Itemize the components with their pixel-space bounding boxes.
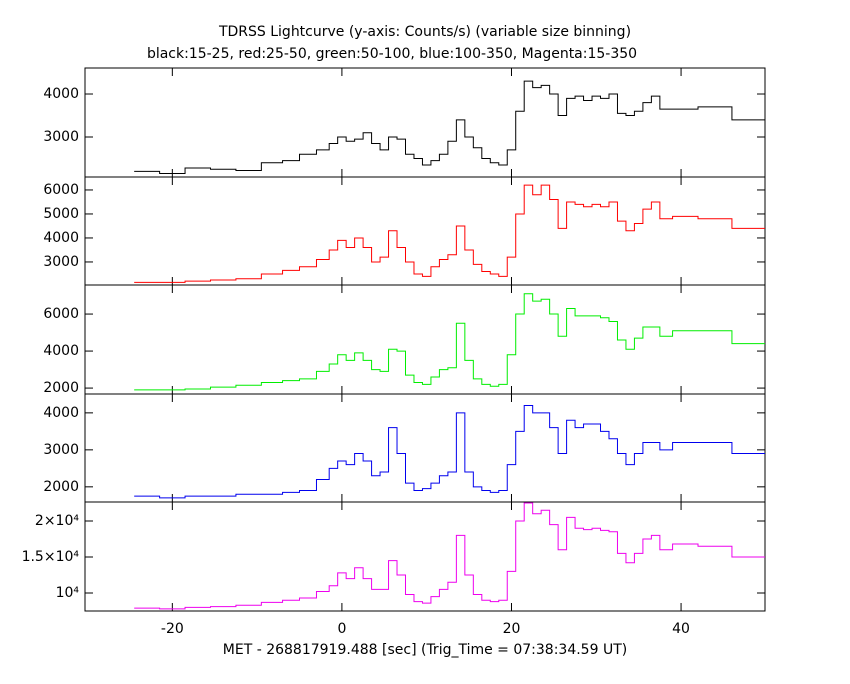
y-tick-label: 4000	[43, 86, 79, 102]
panel-frame	[84, 501, 766, 612]
light-curve	[134, 184, 765, 283]
y-tick-label: 5000	[43, 206, 79, 222]
x-tick-label: 40	[672, 621, 690, 637]
y-tick-label: 3000	[43, 254, 79, 270]
y-tick-label: 1.5×10⁴	[22, 549, 80, 565]
light-curve	[134, 80, 765, 175]
chart-title: TDRSS Lightcurve (y-axis: Counts/s) (var…	[218, 24, 631, 40]
y-tick-label: 6000	[43, 182, 79, 198]
y-tick-label: 3000	[43, 442, 79, 458]
y-tick-label: 4000	[43, 405, 79, 421]
y-tick-label: 2×10⁴	[35, 513, 79, 529]
x-tick-label: 20	[503, 621, 521, 637]
chart-subtitle: black:15-25, red:25-50, green:50-100, bl…	[147, 46, 637, 62]
y-tick-label: 2000	[43, 479, 79, 495]
panel-frame	[84, 393, 766, 503]
y-tick-label: 2000	[43, 380, 79, 396]
panel-frame	[84, 67, 766, 178]
panel-frame	[84, 176, 766, 286]
y-tick-label: 10⁴	[56, 585, 80, 601]
y-tick-label: 3000	[43, 129, 79, 145]
y-tick-label: 4000	[43, 230, 79, 246]
y-tick-label: 4000	[43, 343, 79, 359]
y-tick-label: 6000	[43, 306, 79, 322]
light-curve	[134, 404, 765, 499]
x-tick-label: 0	[337, 621, 346, 637]
light-curve	[134, 502, 765, 610]
light-curve	[134, 293, 765, 391]
panel-frame	[84, 284, 766, 395]
x-tick-label: -20	[161, 621, 184, 637]
x-axis-label: MET - 268817919.488 [sec] (Trig_Time = 0…	[223, 642, 627, 658]
